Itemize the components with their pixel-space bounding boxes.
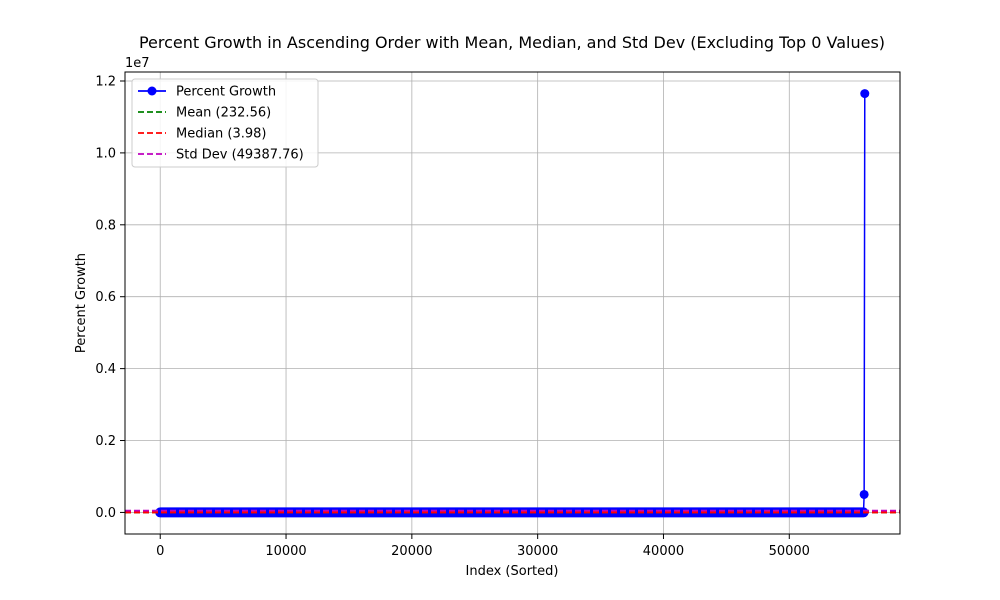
legend-label: Median (3.98) [176,127,267,142]
y-tick-label: 0.0 [95,506,116,521]
y-axis-title: Percent Growth [74,253,89,353]
series-line [160,93,866,514]
legend-label: Percent Growth [176,85,276,100]
legend-box [131,78,319,168]
y-tick-label: 1.0 [95,146,116,161]
x-axis-title: Index (Sorted) [466,564,559,579]
data-point [860,89,870,99]
legend-marker [147,86,157,96]
legend-label: Std Dev (49387.76) [176,148,304,163]
data-point [859,489,869,499]
chart-title: Percent Growth in Ascending Order with M… [139,33,885,52]
plot-content [125,89,900,518]
x-tick-label: 40000 [643,544,684,559]
ticks: 0 10000 20000 30000 40000 50000 0.0 0.2 0.4 0.6 0.… [95,74,810,559]
x-tick-label: 50000 [769,544,810,559]
plot-area [125,89,900,518]
y-tick-label: 0.2 [95,434,116,449]
x-tick-label: 0 [156,544,164,559]
y-axis-offset-label: 1e7 [125,56,150,71]
axes-frame [124,71,901,535]
x-tick-label: 10000 [265,544,306,559]
x-tick-label: 20000 [391,544,432,559]
y-tick-label: 0.4 [95,362,116,377]
y-tick-label: 1.2 [95,74,116,89]
y-tick-label: 0.8 [95,218,116,233]
legend: Percent Growth Mean (232.56) Median (3.98)… [131,78,319,168]
y-tick-label: 0.6 [95,290,116,305]
legend-label: Mean (232.56) [176,106,271,121]
x-tick-label: 30000 [517,544,558,559]
